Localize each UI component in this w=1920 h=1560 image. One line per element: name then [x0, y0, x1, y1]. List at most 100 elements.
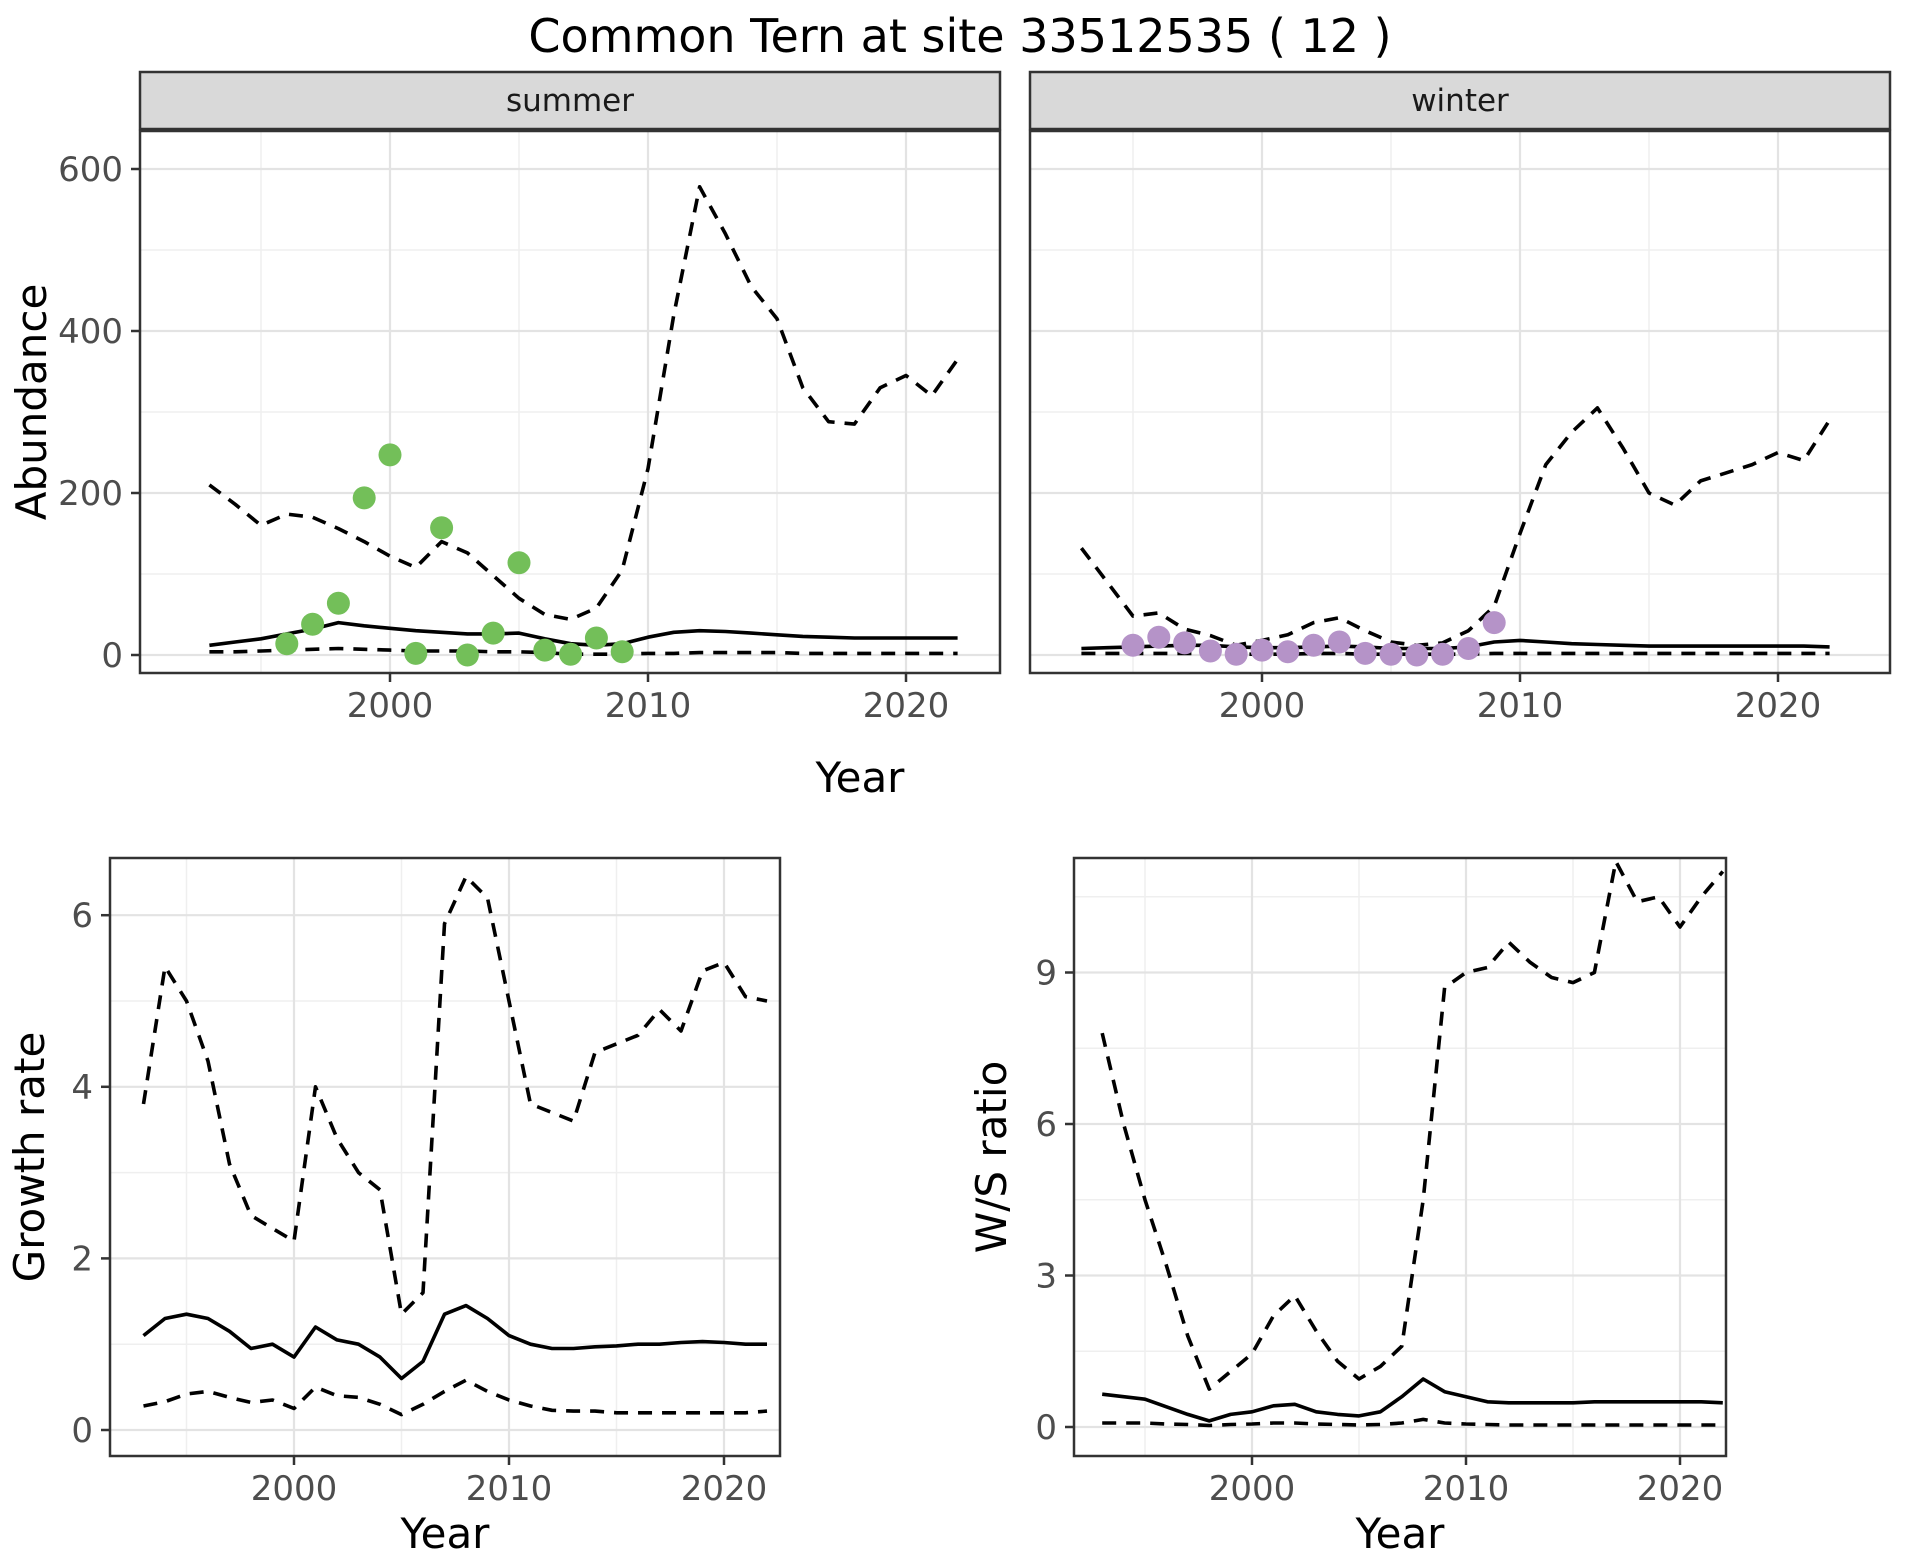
observation-point — [1431, 642, 1455, 666]
y-tick-label: 2 — [71, 1239, 93, 1279]
observation-point — [1147, 625, 1171, 649]
ci-lower-line — [1102, 1417, 1723, 1428]
x-axis-title-ws: Year — [1355, 1509, 1446, 1558]
median-line — [142, 1303, 767, 1381]
page-title: Common Tern at site 33512535 ( 12 ) — [528, 9, 1391, 63]
median-line — [1101, 1377, 1723, 1423]
axis-ticks: 2000 2010 2020 0 200 400 600 — [58, 150, 949, 726]
axis-ticks: 2000 2010 2020 0 2 4 6 — [71, 896, 767, 1509]
median-line — [209, 620, 958, 648]
ci-upper-line — [1100, 859, 1725, 1391]
winter-counts-points — [1121, 611, 1506, 667]
observation-point — [404, 641, 428, 665]
y-tick-label: 6 — [1035, 1105, 1057, 1145]
panel-background — [1030, 131, 1890, 673]
gridlines-major — [1030, 131, 1890, 673]
y-tick-label: 9 — [1035, 954, 1057, 994]
x-tick-label: 2010 — [1423, 1469, 1510, 1509]
observation-point — [378, 443, 402, 467]
observation-point — [1224, 642, 1248, 666]
panel-background — [1074, 858, 1726, 1456]
x-tick-label: 2020 — [1735, 686, 1822, 726]
observation-point — [1405, 643, 1429, 667]
panel-border — [108, 856, 782, 1458]
y-tick-label: 3 — [1035, 1257, 1057, 1297]
y-tick-label: 400 — [58, 312, 123, 352]
observation-point — [301, 612, 325, 636]
facet-strip-winter — [1028, 70, 1892, 131]
x-tick-label: 2020 — [863, 686, 950, 726]
y-tick-label: 600 — [58, 150, 123, 190]
observation-point — [430, 516, 454, 540]
ci-upper-line — [208, 185, 960, 622]
panel-border — [1028, 129, 1892, 675]
x-tick-label: 2000 — [1209, 1469, 1296, 1509]
panel-growth_rate: 2000 2010 2020 0 2 4 6 — [71, 856, 782, 1509]
y-tick-label: 4 — [71, 1068, 93, 1108]
observation-point — [1482, 611, 1506, 635]
x-tick-label: 2020 — [681, 1469, 768, 1509]
observation-point — [610, 640, 634, 664]
gridlines-major — [1074, 858, 1726, 1456]
ci-lower-line — [143, 1378, 768, 1417]
axis-ticks: 2000 2010 2020 — [1219, 673, 1822, 726]
x-tick-label: 2000 — [251, 1469, 338, 1509]
y-axis-title-growth-rate: Growth rate — [5, 1032, 54, 1283]
observation-point — [533, 638, 557, 662]
panel-border — [138, 129, 1002, 675]
observation-point — [1302, 633, 1326, 657]
y-tick-label: 6 — [71, 896, 93, 936]
panel-abundance_summer: 2000 2010 2020 0 200 400 600 — [58, 129, 1002, 726]
y-tick-label: 0 — [101, 636, 123, 676]
x-tick-label: 2010 — [1477, 686, 1564, 726]
facet-strip-winter-label: winter — [1411, 83, 1509, 119]
ci-lower-line — [209, 646, 958, 656]
x-axis-title-top: Year — [815, 753, 906, 802]
observation-point — [559, 642, 583, 666]
y-tick-label: 0 — [71, 1411, 93, 1451]
x-tick-label: 2010 — [605, 686, 692, 726]
observation-point — [1198, 639, 1222, 663]
y-tick-label: 0 — [1035, 1408, 1057, 1448]
axis-ticks: 2000 2010 2020 0 3 6 9 — [1035, 954, 1723, 1510]
panel-ws_ratio: 2000 2010 2020 0 3 6 9 — [1035, 856, 1728, 1510]
observation-point — [1276, 640, 1300, 664]
x-axis-title-growth: Year — [400, 1509, 491, 1558]
gridlines-minor — [140, 131, 1000, 673]
x-tick-label: 2000 — [347, 686, 434, 726]
facet-strip-summer — [138, 70, 1002, 131]
gridlines-minor — [110, 858, 780, 1456]
x-tick-label: 2010 — [466, 1469, 553, 1509]
observation-point — [1250, 638, 1274, 662]
x-tick-label: 2020 — [1637, 1469, 1724, 1509]
observation-point — [1379, 642, 1403, 666]
observation-point — [1173, 631, 1197, 655]
observation-point — [455, 643, 479, 667]
panel-border — [1072, 856, 1728, 1458]
y-axis-title-ws-ratio: W/S ratio — [967, 1061, 1016, 1254]
facet-strip-summer-label: summer — [506, 83, 634, 119]
panel-background — [110, 858, 780, 1456]
panel-background — [140, 131, 1000, 673]
observation-point — [352, 486, 376, 510]
observation-point — [1327, 630, 1351, 654]
observation-point — [507, 551, 531, 575]
gridlines-minor — [1074, 858, 1726, 1456]
ci-upper-line — [141, 874, 768, 1316]
observation-point — [326, 591, 350, 615]
gridlines-minor — [1030, 131, 1890, 673]
summer-counts-points — [275, 443, 634, 667]
observation-point — [275, 632, 299, 656]
x-tick-label: 2000 — [1219, 686, 1306, 726]
observation-point — [481, 621, 505, 645]
observation-point — [1353, 641, 1377, 665]
panel-abundance_winter: 2000 2010 2020 — [1028, 129, 1892, 726]
observation-point — [1121, 633, 1145, 657]
ci-upper-line — [1079, 406, 1832, 648]
observation-point — [584, 626, 608, 650]
y-axis-title-abundance: Abundance — [7, 284, 56, 521]
y-tick-label: 200 — [58, 474, 123, 514]
